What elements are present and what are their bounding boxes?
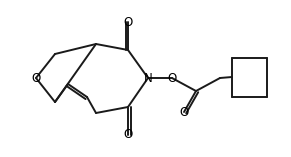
Text: O: O [31,71,41,84]
Text: O: O [167,71,177,84]
Text: O: O [123,128,133,141]
Text: N: N [144,71,152,84]
Text: O: O [123,16,133,29]
Text: O: O [179,106,189,119]
